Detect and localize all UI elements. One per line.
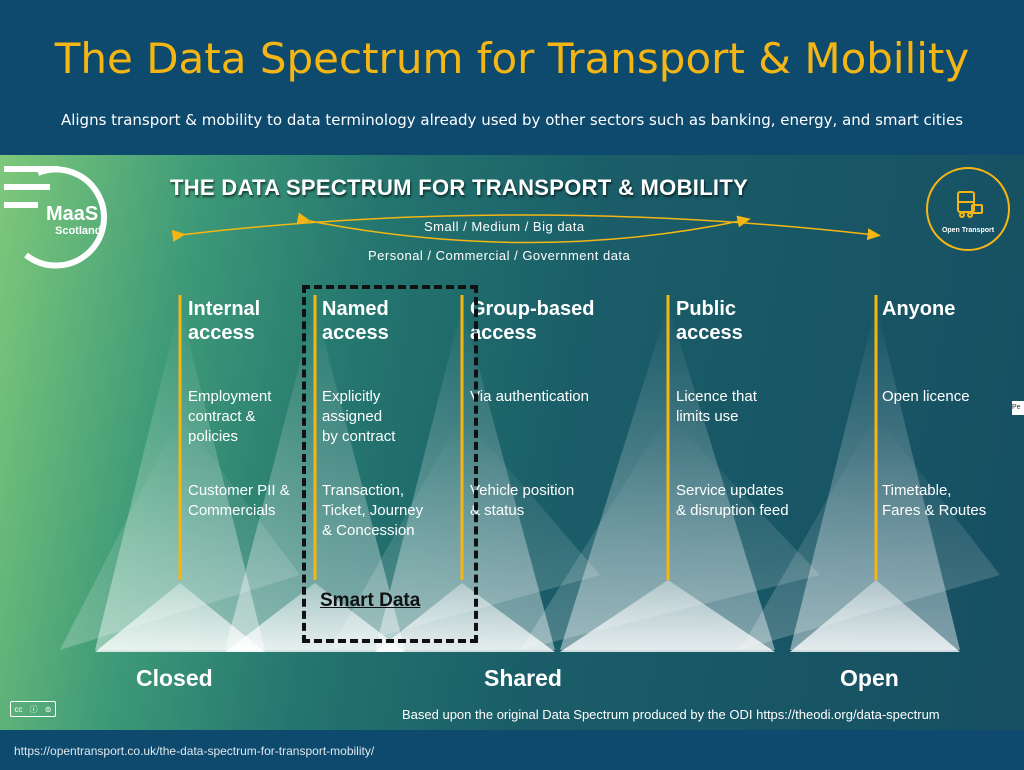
col-public-heading: Public access (676, 298, 743, 344)
side-text-fragment: Pe (1012, 401, 1024, 415)
creative-commons-icon: cc ⓘ ⊜ (10, 701, 56, 717)
data-size-label: Small / Medium / Big data (424, 219, 585, 234)
footer-url-link[interactable]: https://opentransport.co.uk/the-data-spe… (14, 744, 375, 758)
maas-logo-name: MaaS (46, 203, 99, 225)
col-named-example: Transaction, Ticket, Journey & Concessio… (322, 482, 424, 539)
col-public-example: Service updates & disruption feed (676, 482, 789, 519)
odi-credit: Based upon the original Data Spectrum pr… (402, 707, 940, 722)
col-group-definition: Via authentication (470, 388, 589, 405)
col-anyone-definition: Open licence (882, 388, 970, 405)
spectrum-background (4, 166, 1000, 652)
slide-subtitle: Aligns transport & mobility to data term… (60, 111, 964, 129)
scale-open-label: Open (840, 665, 899, 691)
col-named-definition: Explicitly assigned by contract (322, 388, 396, 445)
smart-data-highlight-box (302, 285, 478, 643)
col-internal-example: Customer PII & Commercials (188, 482, 290, 519)
open-transport-logo (926, 167, 1010, 251)
data-owner-label: Personal / Commercial / Government data (368, 248, 631, 263)
column-dividers (178, 295, 878, 580)
scale-closed-label: Closed (136, 665, 213, 691)
col-named-heading: Named access (322, 298, 389, 344)
col-internal-definition: Employment contract & policies (188, 388, 272, 445)
smart-data-label: Smart Data (320, 590, 421, 611)
scale-shared-label: Shared (484, 665, 562, 691)
maas-logo-sub: Scotland (55, 225, 102, 237)
open-transport-logo-text: Open Transport (941, 227, 995, 234)
col-internal-heading: Internal access (188, 298, 261, 344)
col-group-example: Vehicle position & status (470, 482, 575, 519)
col-public-definition: Licence that limits use (676, 388, 757, 425)
diagram-title: THE DATA SPECTRUM FOR TRANSPORT & MOBILI… (170, 175, 749, 200)
col-group-heading: Group-based access (470, 298, 595, 344)
col-anyone-example: Timetable, Fares & Routes (882, 482, 987, 519)
maas-scotland-logo-mark (4, 166, 107, 269)
slide-title: The Data Spectrum for Transport & Mobili… (54, 34, 970, 83)
data-owner-arrow (296, 212, 751, 244)
data-spectrum-diagram: THE DATA SPECTRUM FOR TRANSPORT & MOBILI… (0, 155, 1024, 730)
ground-mounds (95, 580, 960, 652)
col-anyone-heading: Anyone (882, 298, 956, 320)
